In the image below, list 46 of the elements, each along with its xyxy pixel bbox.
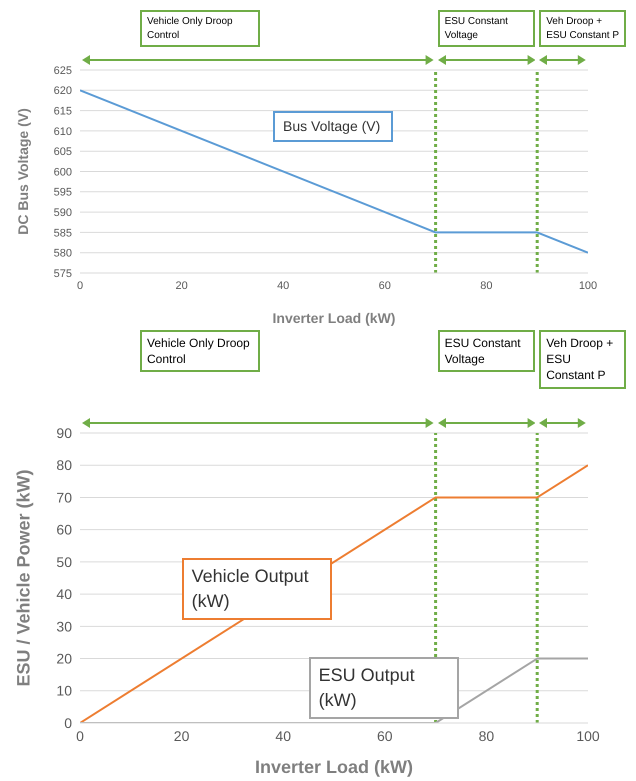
x-tick-label: 100 bbox=[578, 280, 598, 292]
y-tick-label: 40 bbox=[56, 586, 72, 602]
y-tick-label: 0 bbox=[64, 714, 72, 731]
y-tick-label: 615 bbox=[54, 106, 72, 118]
text: ESU Constant Voltage bbox=[438, 10, 536, 47]
y-tick-label: 90 bbox=[56, 424, 72, 441]
text: Bus Voltage (V) bbox=[273, 110, 394, 142]
y-tick-label: 50 bbox=[56, 554, 72, 570]
x-tick-label: 40 bbox=[277, 280, 290, 292]
y-tick-label: 70 bbox=[56, 489, 72, 506]
y-tick-label: 585 bbox=[54, 227, 72, 240]
y-tick-label: 575 bbox=[54, 268, 72, 280]
y-tick-label: 20 bbox=[56, 650, 72, 667]
y-tick-label: 60 bbox=[56, 522, 72, 538]
text: Vehicle Only Droop Control bbox=[140, 330, 260, 372]
y-tick-label: 580 bbox=[54, 248, 72, 260]
x-axis-title: Inverter Load (kW) bbox=[272, 310, 396, 326]
y-tick-label: 625 bbox=[54, 64, 72, 77]
y-tick-label: 620 bbox=[54, 85, 72, 98]
x-tick-label: 60 bbox=[378, 280, 391, 292]
x-axis-title: Inverter Load (kW) bbox=[254, 757, 414, 777]
x-tick-label: 0 bbox=[76, 280, 84, 292]
y-tick-label: 600 bbox=[54, 166, 72, 178]
x-tick-label: 60 bbox=[377, 728, 393, 744]
y-tick-label: 10 bbox=[56, 682, 72, 699]
y-axis-title: ESU / Vehicle Power (kW) bbox=[13, 469, 34, 687]
x-tick-label: 20 bbox=[175, 280, 188, 292]
y-tick-label: 30 bbox=[56, 618, 72, 634]
y-tick-label: 80 bbox=[56, 457, 72, 474]
y-tick-label: 610 bbox=[54, 126, 72, 138]
y-tick-label: 590 bbox=[54, 207, 72, 220]
x-tick-label: 40 bbox=[275, 728, 292, 744]
x-tick-label: 80 bbox=[480, 280, 493, 292]
x-tick-label: 100 bbox=[576, 728, 600, 744]
series-label: Vehicle Output (kW) bbox=[182, 558, 332, 620]
y-axis-title: DC Bus Voltage (V) bbox=[14, 108, 31, 235]
x-tick-label: 20 bbox=[174, 728, 190, 744]
text: Veh Droop + ESU Constant P bbox=[539, 10, 626, 47]
x-tick-label: 0 bbox=[76, 728, 84, 744]
y-tick-label: 595 bbox=[54, 186, 72, 199]
series-label: ESU Output (kW) bbox=[308, 656, 459, 719]
text: Vehicle Only Droop Control bbox=[140, 10, 260, 47]
text: Veh Droop + ESU Constant P bbox=[539, 330, 626, 389]
text: ESU Constant Voltage bbox=[438, 330, 536, 372]
x-tick-label: 80 bbox=[478, 728, 494, 744]
y-tick-label: 605 bbox=[54, 146, 72, 158]
